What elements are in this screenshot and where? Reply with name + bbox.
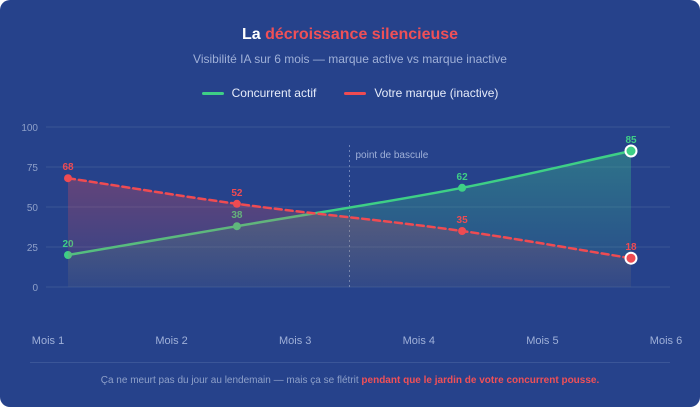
- legend-item-inactive[interactable]: Votre marque (inactive): [344, 86, 498, 100]
- footer-text: Ça ne meurt pas du jour au lendemain — m…: [100, 375, 359, 386]
- legend-item-active[interactable]: Concurrent actif: [201, 86, 317, 100]
- x-tick-label-6: Mois 6: [650, 335, 682, 347]
- title-accent: décroissance silencieuse: [265, 26, 459, 43]
- data-label-active-3: 62: [457, 172, 469, 183]
- series-line-inactive: [66, 176, 633, 260]
- title-prefix: La: [241, 26, 261, 43]
- x-tick-label-2: Mois 2: [155, 335, 187, 347]
- data-label-active-4: 85: [625, 135, 637, 146]
- legend-label-active: Concurrent actif: [231, 86, 317, 100]
- y-tick-label-75: 75: [27, 163, 39, 174]
- point-inactive-4: [624, 251, 638, 265]
- x-tick-label-4: Mois 4: [403, 335, 435, 347]
- x-tick-label-1: Mois 1: [32, 335, 64, 347]
- chart-subtitle: Visibilité IA sur 6 mois — marque active…: [193, 52, 507, 66]
- annotation-label: point de bascule: [356, 150, 429, 161]
- area-inactive: [68, 178, 631, 287]
- data-label-inactive-2: 52: [231, 188, 243, 199]
- y-tick-label-50: 50: [27, 203, 39, 214]
- legend-swatch-active: [201, 91, 224, 95]
- footer-divider: [30, 362, 670, 363]
- y-tick-label-0: 0: [32, 283, 38, 294]
- legend-label-inactive: Votre marque (inactive): [374, 86, 499, 100]
- data-label-inactive-1: 68: [62, 162, 74, 173]
- point-inactive-1: [64, 174, 72, 183]
- footer-emphasis: pendant que le jardin de votre concurren…: [361, 375, 600, 386]
- point-inactive-2: [232, 199, 241, 208]
- y-tick-label-100: 100: [21, 123, 38, 134]
- x-tick-label-3: Mois 3: [279, 335, 311, 347]
- point-active-3: [458, 183, 467, 192]
- y-tick-label-25: 25: [27, 243, 39, 254]
- legend-swatch-inactive: [344, 91, 367, 95]
- footer-note: Ça ne meurt pas du jour au lendemain — m…: [0, 375, 700, 386]
- point-inactive-3: [458, 227, 467, 235]
- chart-title: La décroissance silencieuse: [0, 26, 700, 44]
- data-label-inactive-4: 18: [625, 242, 637, 253]
- data-label-inactive-3: 35: [457, 215, 469, 226]
- legend: Concurrent actif Votre marque (inactive): [0, 86, 700, 100]
- x-tick-label-5: Mois 5: [526, 335, 558, 347]
- point-active-4: [624, 144, 638, 158]
